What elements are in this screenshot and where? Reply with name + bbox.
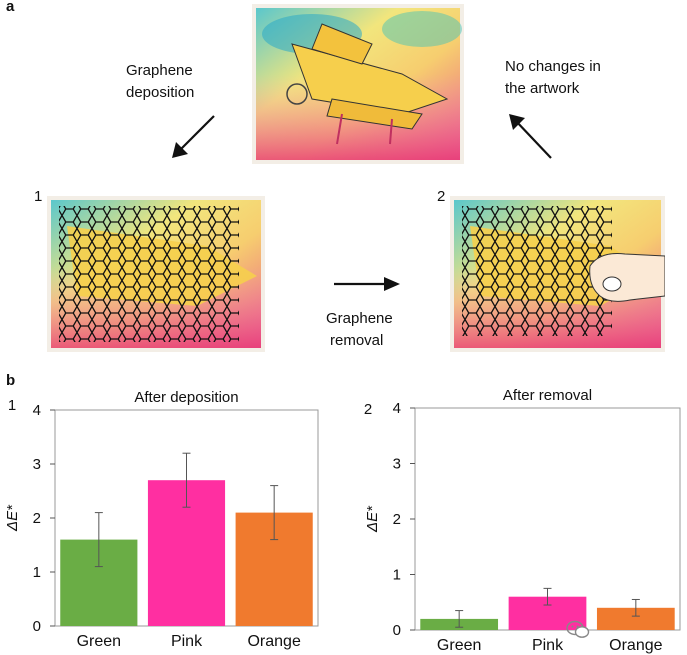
x-category-label: Orange (609, 637, 662, 654)
y-tick-label: 2 (33, 510, 41, 527)
y-tick-label: 3 (33, 456, 41, 473)
y-tick-label: 3 (393, 456, 401, 473)
chart-title: After deposition (134, 389, 238, 406)
x-category-label: Pink (171, 633, 203, 650)
removal-caption-line2: removal (330, 332, 384, 349)
chart-title: After removal (503, 387, 592, 404)
deposition-caption-line2: deposition (126, 84, 195, 101)
step1-number: 1 (34, 188, 43, 205)
panel-b-charts: After deposition 1 0 1 2 3 4 ΔE* Green Pink Orange… (4, 387, 681, 654)
wechat-logo-icon (566, 620, 590, 638)
y-tick-label: 1 (33, 564, 41, 581)
no-changes-caption-line1: No changes in (505, 58, 601, 75)
panel-b-label: b (6, 372, 16, 389)
no-changes-caption-line2: the artwork (505, 80, 580, 97)
bar-orange (596, 607, 675, 630)
x-category-label: Pink (532, 637, 564, 654)
y-axis-label: ΔE* (364, 505, 381, 533)
no-changes-arrow-icon (509, 114, 552, 159)
graphene-deposited-artwork-image (47, 196, 265, 352)
original-artwork-image (252, 4, 464, 164)
y-tick-label: 0 (393, 622, 401, 639)
removal-arrow-icon (334, 277, 400, 291)
y-tick-label: 4 (393, 400, 401, 417)
y-tick-label: 2 (393, 511, 401, 528)
removal-caption-line1: Graphene (326, 310, 393, 327)
y-tick-label: 0 (33, 618, 41, 635)
y-axis-label: ΔE* (4, 504, 21, 532)
chart-after-removal: After removal 2 0 1 2 3 4 ΔE* Green Pink Orange (364, 387, 681, 654)
chart-panel-number: 2 (364, 401, 372, 418)
panel-a-label: a (6, 0, 15, 15)
deposition-arrow-icon (172, 115, 215, 158)
chart-panel-number: 1 (8, 397, 16, 414)
graphene-removal-artwork-image (450, 196, 665, 352)
y-tick-label: 1 (393, 567, 401, 584)
x-category-label: Green (77, 633, 121, 650)
x-category-label: Green (437, 637, 481, 654)
x-category-label: Orange (247, 633, 300, 650)
chart-after-deposition: After deposition 1 0 1 2 3 4 ΔE* Green Pink Orange (4, 389, 319, 650)
step2-number: 2 (437, 188, 446, 205)
y-tick-label: 4 (33, 402, 41, 419)
deposition-caption-line1: Graphene (126, 62, 193, 79)
